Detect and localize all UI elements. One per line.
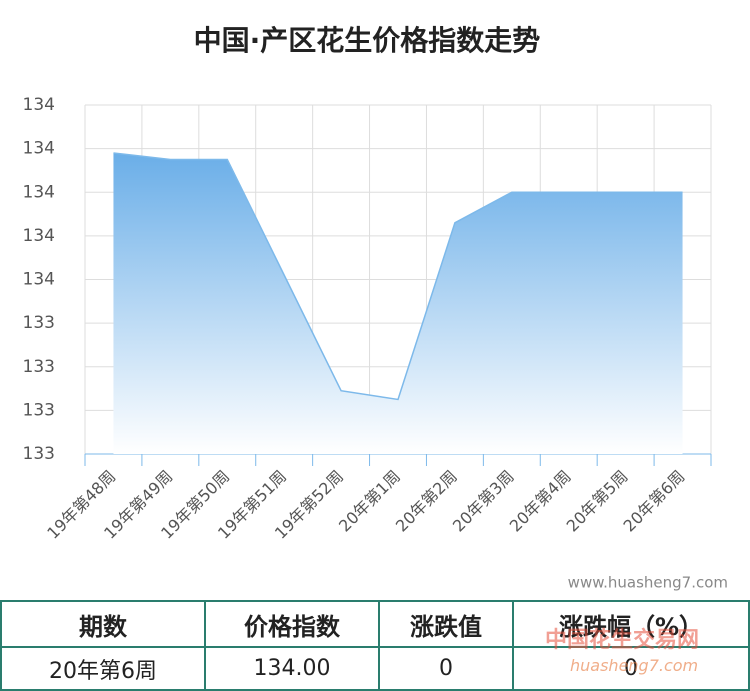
- y-tick-label: 134: [23, 139, 55, 159]
- y-tick-label: 134: [23, 182, 55, 202]
- header-cell: 期数: [0, 599, 206, 649]
- table-row: 20年第6周 134.00 0 0: [0, 646, 750, 691]
- y-tick-label: 133: [23, 444, 55, 464]
- cell: 20年第6周: [0, 646, 206, 691]
- y-tick-label: 134: [23, 270, 55, 290]
- summary-table: 期数 价格指数 涨跌值 涨跌幅（%） 20年第6周 134.00 0 0: [0, 599, 750, 691]
- header-cell: 涨跌值: [378, 599, 514, 649]
- line: [113, 152, 683, 401]
- cell: 134.00: [204, 646, 380, 691]
- header-cell: 价格指数: [204, 599, 380, 649]
- chart: 中国·产区花生价格指数走势 www.huasheng7.com 133 133 13…: [23, 24, 728, 592]
- y-tick-label: 134: [23, 95, 55, 115]
- header-cell: 涨跌幅（%）: [512, 599, 750, 649]
- cell: 0: [378, 646, 514, 691]
- logo: 中国花生交易网: [545, 628, 700, 653]
- x-tick-label: 20年第6周: [620, 467, 689, 536]
- table-header: 期数 价格指数 涨跌值 涨跌幅（%）: [0, 599, 750, 649]
- y-tick-label: 133: [23, 400, 55, 420]
- y-tick-label: 134: [23, 226, 55, 246]
- y-tick-label: 133: [23, 357, 55, 377]
- area: [113, 152, 683, 455]
- watermark: www.huasheng7.com: [568, 574, 728, 592]
- logo-url: huasheng7.com: [570, 656, 699, 675]
- cell: 0: [512, 646, 750, 691]
- chart-title: 中国·产区花生价格指数走势: [194, 24, 541, 57]
- y-tick-label: 133: [23, 313, 55, 333]
